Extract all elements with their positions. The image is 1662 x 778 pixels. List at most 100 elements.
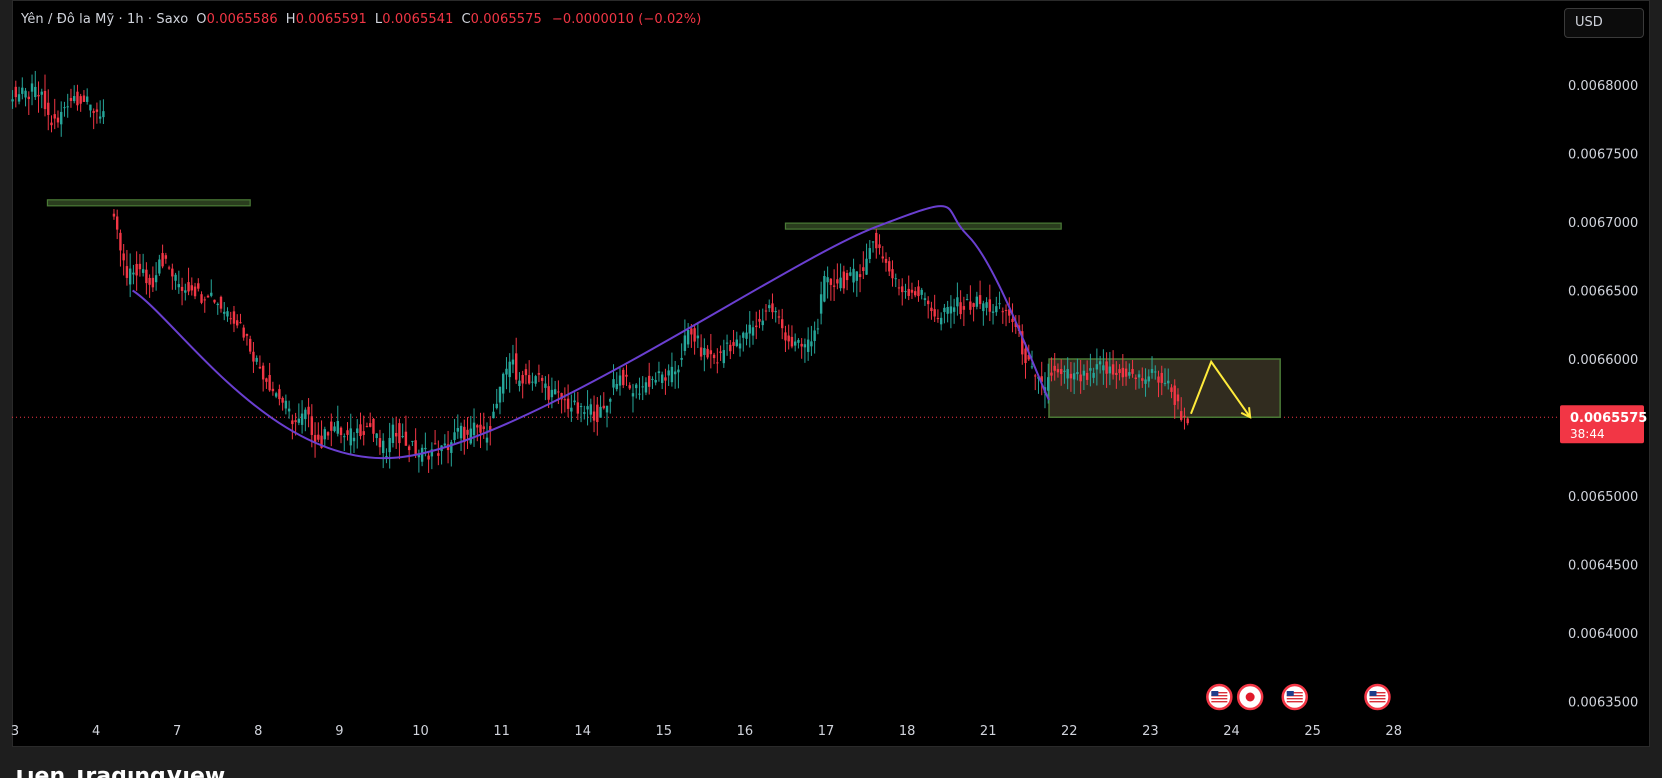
close-label: C [461,12,471,27]
candle-body [514,353,518,380]
candle-body [60,111,63,125]
candle-body [735,339,738,347]
candle-body [943,307,946,313]
candle-body [836,279,839,284]
currency-selector-button[interactable]: USD [1564,8,1644,38]
chart-pane[interactable] [12,0,1650,747]
candle-body [1150,369,1154,373]
candle-body [492,411,495,419]
candle-body [427,455,430,460]
candle-body [27,96,30,100]
candle-body [612,379,615,388]
candle-body [939,317,943,325]
candle-body [865,258,868,275]
candle-body [742,332,745,338]
y-tick-label: 0.0064500 [1568,559,1638,574]
candle-body [177,284,181,288]
candle-body [583,412,586,414]
candle-body [910,289,914,293]
candle-body [622,369,625,386]
us-flag-event-icon[interactable] [1206,683,1233,711]
candle-body [184,290,187,293]
candle-body [719,351,722,353]
candle-body [793,341,797,346]
candle-body [128,268,132,285]
candle-body [53,114,56,119]
candle-body [706,348,709,358]
candle-body [239,322,242,324]
candle-body [917,286,920,297]
us-flag-stripe [1369,701,1386,703]
symbol-title[interactable]: Yên / Đô la Mỹ · 1h · Saxo [21,12,189,27]
candle-body [1076,372,1079,375]
candle-body [712,354,716,359]
candle-body [738,343,742,349]
candle-body [115,216,119,230]
candle-body [443,443,447,446]
candle-body [498,386,502,403]
candle-body [333,426,336,432]
candle-body [566,398,570,409]
candle-body [304,409,307,420]
candle-body [985,302,988,308]
candle-body [76,91,79,106]
candle-body [1063,370,1066,372]
candle-body [213,299,216,303]
candle-body [73,96,76,102]
candle-body [868,248,871,259]
candle-body [1079,374,1082,382]
japan-flag-event-icon[interactable] [1236,683,1264,711]
candle-body [489,426,492,431]
candle-body [803,344,807,348]
candle-body [839,277,842,289]
open-value: 0.0065586 [206,12,278,27]
candle-body [505,368,508,375]
candle-body [667,370,670,376]
candle-body [197,283,200,289]
candle-body [956,297,959,307]
candle-body [161,253,164,267]
candle-body [930,307,933,312]
us-flag-event-icon[interactable] [1364,683,1391,711]
candle-body [459,425,463,439]
event-icon-ring [1364,683,1391,711]
candle-body [1098,361,1102,365]
candle-body [1069,373,1073,379]
candle-body [414,440,417,455]
candle-body [544,383,547,388]
us-flag-stripe [1211,692,1228,694]
candle-body [1066,369,1069,379]
candle-body [326,432,330,436]
candle-body [709,350,713,355]
candle-body [437,453,440,456]
candle-body [975,296,979,307]
candle-body [291,420,294,425]
candle-body [401,436,404,438]
candle-body [832,285,836,287]
candle-body [618,375,622,386]
candle-body [1059,368,1063,375]
candle-body [660,374,664,383]
candle-body [635,384,638,389]
candle-body [923,298,927,301]
candle-body [914,291,917,296]
candle-body [813,330,816,341]
candle-body [336,421,339,434]
candle-body [790,336,794,347]
candle-body [433,443,437,445]
candle-body [670,366,674,383]
candle-body [1021,331,1024,355]
candle-body [920,289,923,295]
candle-body [1102,365,1105,371]
us-flag-event-icon[interactable] [1281,683,1309,711]
bar-countdown-text: 38:44 [1570,427,1605,441]
candle-body [193,286,197,297]
candle-body [560,393,563,400]
candle-body [962,306,966,310]
candle-body [891,269,894,279]
candle-body [884,258,888,263]
us-flag-stripe [1369,692,1386,694]
candle-body [768,305,771,309]
us-flag-stripe [1286,695,1303,697]
